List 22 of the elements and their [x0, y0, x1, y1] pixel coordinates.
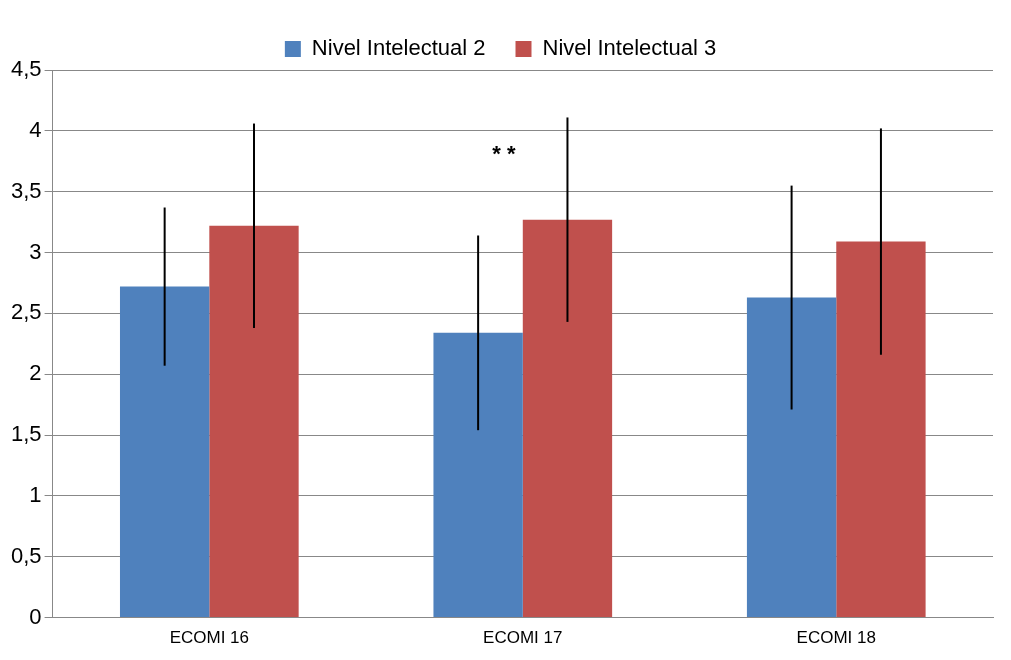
- y-tick-label: 0: [29, 603, 42, 629]
- bar: [836, 241, 926, 618]
- legend-label: Nivel Intelectual 3: [542, 35, 717, 61]
- y-tick-label: 3,5: [10, 177, 42, 203]
- y-tick-label: 1: [29, 481, 42, 507]
- bar: [433, 332, 523, 618]
- y-tick-label: 3: [29, 238, 42, 264]
- y-tick-label: 1,5: [10, 421, 42, 447]
- y-tick-label: 4,5: [10, 56, 42, 82]
- y-tick-label: 4: [29, 116, 42, 142]
- y-tick-label: 2: [29, 360, 42, 386]
- y-tick-label: 0,5: [10, 542, 42, 568]
- annotation: * *: [492, 140, 517, 166]
- bar: [522, 219, 613, 618]
- y-tick-label: 2,5: [10, 299, 42, 325]
- x-tick-label: ECOMI 17: [483, 628, 563, 648]
- legend-label: Nivel Intelectual 2: [311, 35, 486, 61]
- x-tick-label: ECOMI 18: [796, 628, 876, 648]
- bar: [746, 297, 837, 618]
- bar: [119, 286, 210, 618]
- bar: [209, 225, 299, 618]
- x-tick-label: ECOMI 16: [169, 628, 249, 648]
